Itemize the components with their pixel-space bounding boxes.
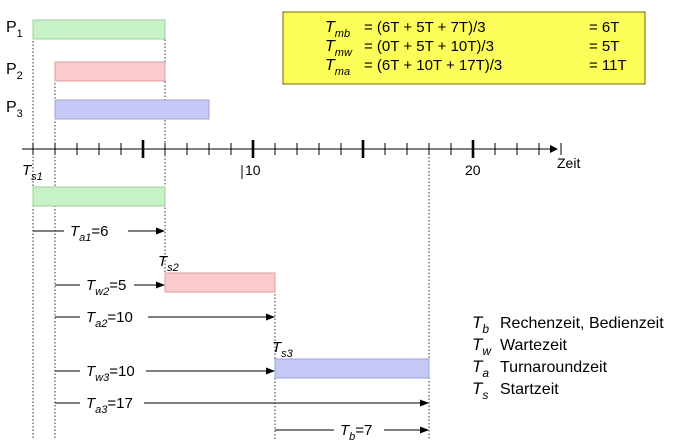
execution-bar — [274, 358, 430, 379]
formula-expression: = (6T + 10T + 17T)/3 — [364, 57, 502, 74]
duration-label: Tw2=5 — [86, 277, 126, 298]
formula-symbol: Tma — [325, 57, 350, 78]
formula-rows: Tmb = (6T + 5T + 7T)/3 = 6T Tmw = (0T + 5T +… — [325, 19, 627, 78]
duration-label: Tb=7 — [340, 422, 372, 443]
legend: Tb Rechenzeit, Bedienzeit Tw Wartezeit Ta Tur… — [472, 313, 664, 402]
duration-label: Ta3=17 — [86, 395, 133, 416]
process-bar — [54, 61, 166, 82]
formula-expression: = (0T + 5T + 10T)/3 — [364, 38, 494, 55]
duration-label: Ta1=6 — [70, 223, 109, 244]
legend-text: Turnaroundzeit — [500, 359, 608, 376]
axis-arrowhead — [550, 145, 558, 153]
start-time-label: Ts3 — [272, 339, 294, 360]
process-label: P3 — [6, 99, 23, 120]
legend-text: Startzeit — [500, 381, 559, 398]
formula-expression: = (6T + 5T + 7T)/3 — [364, 19, 486, 36]
formula-result: = 6T — [589, 19, 619, 36]
process-label: P2 — [6, 61, 23, 82]
formula-symbol: Tmb — [325, 19, 350, 40]
legend-symbol: Tb — [472, 313, 489, 336]
process-bar — [32, 19, 166, 40]
execution-bar — [164, 272, 276, 293]
legend-text: Rechenzeit, Bedienzeit — [500, 315, 664, 332]
formula-result: = 5T — [589, 38, 619, 55]
start-time-label: Ts1 — [22, 162, 43, 183]
formula-symbol: Tmw — [325, 38, 353, 59]
axis-label: Zeit — [557, 155, 580, 171]
timeline: Ts1 Ts2 Ts3 Ta1=6 Tw2=5 Ta2=10 Tw3=10 Ta3=17 Tb=… — [22, 162, 430, 443]
formula-box-background — [282, 11, 646, 85]
duration-label: Tw3=10 — [86, 363, 135, 384]
legend-symbol: Tw — [472, 335, 492, 358]
duration-label: Ta2=10 — [86, 309, 133, 330]
process-label: P1 — [6, 19, 23, 40]
process-rows: P1 P2 P3 — [6, 19, 210, 120]
legend-text: Wartezeit — [500, 337, 568, 354]
process-bar — [54, 99, 210, 120]
axis-tick-label: 10 — [245, 162, 261, 178]
time-axis: Zeit 10 20 — [22, 140, 580, 179]
axis-tick-label: 20 — [465, 162, 481, 178]
formula-result: = 11T — [589, 57, 627, 74]
start-time-label: Ts2 — [158, 253, 179, 274]
legend-symbol: Ta — [472, 357, 489, 380]
formula-box: Tmb = (6T + 5T + 7T)/3 = 6T Tmw = (0T + 5T +… — [282, 11, 646, 85]
execution-bar — [32, 186, 166, 207]
legend-symbol: Ts — [472, 379, 488, 402]
